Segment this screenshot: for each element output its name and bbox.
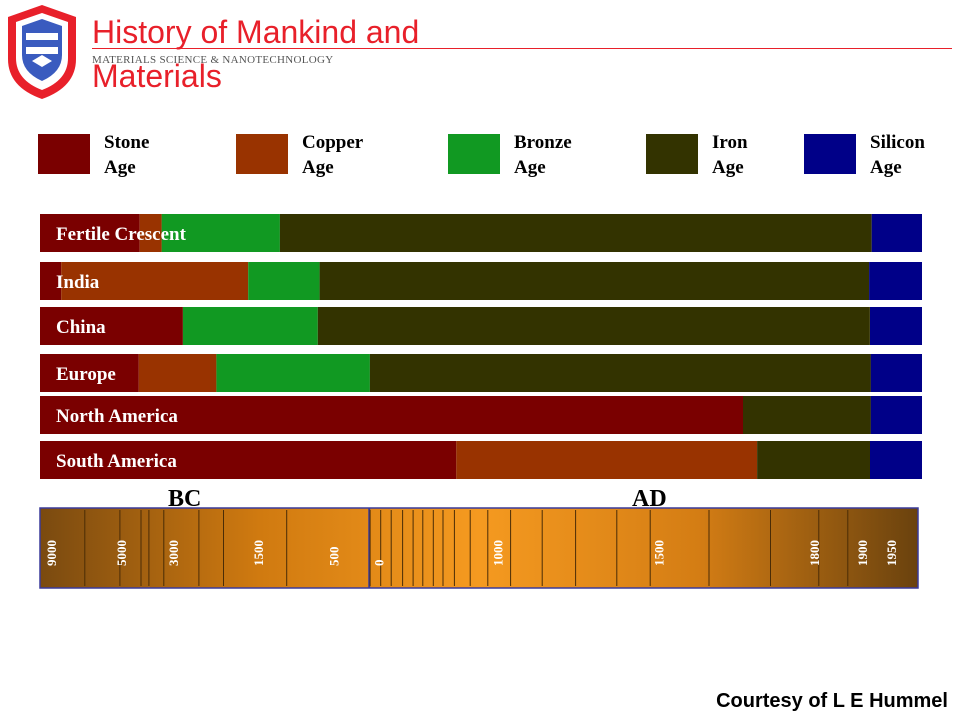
legend-label-bronze: Bronze — [514, 132, 572, 153]
bar-row-4: North America — [40, 396, 922, 434]
legend: Stone Age Copper Age Bronze Age Iron Age Silicon… — [38, 132, 925, 178]
bar-segment-iron — [369, 354, 871, 392]
legend-label-bronze-line2: Age — [514, 157, 546, 178]
bar-segment-bronze — [161, 214, 280, 252]
header-divider — [92, 48, 952, 49]
bar-segment-copper — [456, 441, 758, 479]
bar-segment-copper — [61, 262, 249, 300]
slide-header: History of Mankind and Materials MATERIA… — [0, 0, 960, 100]
bar-segment-iron — [319, 262, 870, 300]
legend-label-iron-line2: Age — [712, 157, 744, 178]
bar-row-1: India — [40, 262, 922, 300]
bar-segment-stone — [40, 441, 457, 479]
tick-label: 1900 — [855, 540, 870, 566]
bar-label: China — [56, 317, 106, 338]
bar-label: Europe — [56, 364, 116, 385]
bar-label: South America — [56, 451, 177, 472]
bar-segment-copper — [139, 214, 162, 252]
tick-label: 500 — [327, 547, 342, 567]
bar-segment-bronze — [216, 354, 370, 392]
bar-segment-stone — [40, 396, 743, 434]
bar-segment-bronze — [182, 307, 318, 345]
legend-label-silicon-line2: Age — [870, 157, 902, 178]
legend-swatch-bronze — [448, 134, 500, 174]
tick-label: 3000 — [166, 540, 181, 566]
bilkent-logo — [8, 5, 76, 99]
legend-swatch-copper — [236, 134, 288, 174]
timeline-border — [39, 507, 919, 589]
bar-segment-copper — [138, 354, 217, 392]
legend-swatch-stone — [38, 134, 90, 174]
bar-row-2: China — [40, 307, 922, 345]
tick-label: 1800 — [807, 540, 822, 566]
bar-segment-silicon — [871, 214, 922, 252]
legend-label-copper: Copper — [302, 132, 364, 153]
bar-segment-iron — [743, 396, 871, 434]
legend-label-iron: Iron — [712, 132, 748, 153]
timeline-band — [40, 508, 918, 588]
bar-row-5: South America — [40, 441, 922, 479]
bar-segment-silicon — [870, 396, 922, 434]
bar-segment-iron — [317, 307, 870, 345]
bar-segment-iron — [757, 441, 870, 479]
tick-label: 9000 — [44, 540, 59, 566]
bar-segment-stone — [40, 214, 140, 252]
legend-swatch-iron — [646, 134, 698, 174]
bars-area: Fertile Crescent India China Europe North Am… — [40, 214, 922, 479]
slide-title: History of Mankind and Materials — [92, 14, 420, 94]
bar-row-3: Europe — [40, 354, 922, 392]
courtesy-credit: Courtesy of L E Hummel — [716, 690, 948, 712]
bar-segment-stone — [40, 307, 183, 345]
bar-segment-bronze — [248, 262, 320, 300]
bar-segment-silicon — [869, 262, 922, 300]
bar-label: India — [56, 272, 100, 293]
tick-label: 1500 — [651, 540, 666, 566]
legend-swatch-silicon — [804, 134, 856, 174]
bar-label: North America — [56, 406, 178, 427]
bar-row-0: Fertile Crescent — [40, 214, 922, 252]
timeline-axis: 9000 5000 3000 1500 500 0 1000 1500 1800 1900 1950 — [39, 507, 919, 589]
bar-segment-silicon — [870, 307, 922, 345]
tick-label: 1500 — [251, 540, 266, 566]
bar-segment-stone — [40, 262, 62, 300]
slide-subtitle: MATERIALS SCIENCE & NANOTECHNOLOGY — [92, 54, 334, 66]
legend-label-stone-line2: Age — [104, 157, 136, 178]
tick-label: 1950 — [884, 540, 899, 566]
legend-label-silicon: Silicon — [870, 132, 925, 153]
bar-segment-iron — [279, 214, 872, 252]
materials-timeline-chart: Stone Age Copper Age Bronze Age Iron Age Silicon… — [38, 132, 925, 589]
bar-segment-stone — [40, 354, 139, 392]
legend-label-stone: Stone — [104, 132, 149, 153]
bar-label: Fertile Crescent — [56, 224, 187, 245]
legend-label-copper-line2: Age — [302, 157, 334, 178]
bar-segment-silicon — [870, 354, 922, 392]
tick-label: 1000 — [491, 540, 506, 566]
tick-label: 5000 — [114, 540, 129, 566]
tick-label: 0 — [371, 560, 386, 567]
bar-segment-silicon — [870, 441, 922, 479]
